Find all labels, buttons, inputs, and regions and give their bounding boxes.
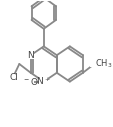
FancyBboxPatch shape (10, 74, 18, 81)
Text: N: N (27, 51, 34, 60)
Text: Cl: Cl (10, 73, 19, 82)
FancyBboxPatch shape (39, 78, 48, 85)
FancyBboxPatch shape (24, 78, 34, 85)
FancyBboxPatch shape (27, 52, 34, 59)
FancyBboxPatch shape (89, 61, 101, 67)
Text: $^-$O: $^-$O (21, 76, 38, 87)
Text: N$^+$: N$^+$ (36, 76, 51, 88)
Text: CH$_3$: CH$_3$ (94, 58, 112, 70)
